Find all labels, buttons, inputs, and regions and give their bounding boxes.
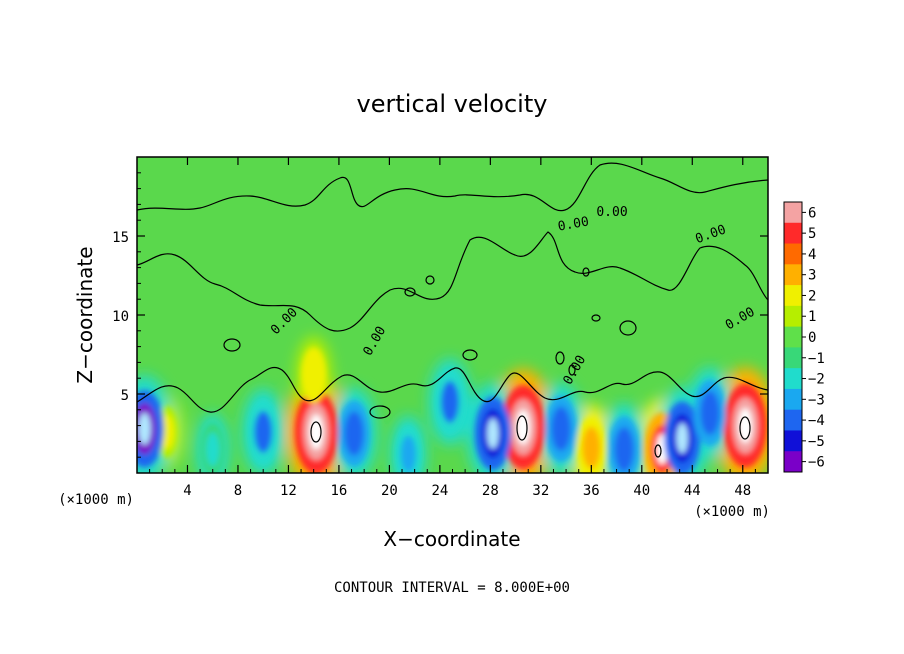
contour-ring xyxy=(369,405,391,419)
contour-label: 0.00 xyxy=(557,214,590,234)
colorbar-swatch xyxy=(784,264,802,286)
velocity-field-core xyxy=(137,347,767,473)
colorbar-swatch xyxy=(784,347,802,369)
colorbar-swatch xyxy=(784,326,802,348)
colorbar-label: −6 xyxy=(808,455,825,471)
contour-ring xyxy=(591,314,601,322)
y-axis-label: Z−coordinate xyxy=(73,246,97,383)
colorbar: 6 5 4 3 2 1 0 −1 −2 −3 −4 −5 −6 xyxy=(783,201,825,473)
colorbar-swatch xyxy=(784,430,802,452)
downdraft-core xyxy=(400,435,416,473)
colorbar-swatch xyxy=(784,222,802,245)
colorbar-swatch xyxy=(784,409,802,431)
colorbar-label: 4 xyxy=(808,247,816,263)
x-tick-label: 28 xyxy=(482,483,499,499)
contour-ring xyxy=(425,275,435,285)
contour-ring xyxy=(310,421,322,443)
x-tick-label: 32 xyxy=(532,483,549,499)
contour-ring xyxy=(404,287,416,297)
colorbar-label: 0 xyxy=(808,330,816,346)
downdraft-core xyxy=(205,432,220,467)
x-tick-label: 44 xyxy=(684,483,701,499)
contour-ring xyxy=(462,349,478,361)
contour-ring xyxy=(555,351,565,365)
x-tick-label: 48 xyxy=(734,483,751,499)
downdraft-core xyxy=(254,411,273,453)
downdraft-peak xyxy=(138,412,151,445)
colorbar-label: 3 xyxy=(808,268,816,284)
updraft-core xyxy=(160,414,175,450)
contour-ring xyxy=(568,364,576,376)
contour-ring xyxy=(582,267,590,277)
updraft-core xyxy=(306,356,322,394)
updraft-peak xyxy=(516,409,530,445)
colorbar-swatch xyxy=(784,388,802,411)
zero-contour-main xyxy=(137,162,768,212)
colorbar-label: −4 xyxy=(808,413,825,429)
colorbar-label: −2 xyxy=(808,372,825,388)
x-tick-label: 20 xyxy=(381,483,398,499)
colorbar-label: −5 xyxy=(808,434,825,450)
downdraft-core xyxy=(700,390,720,436)
y-axis: 5 10 15 xyxy=(112,172,768,458)
downdraft-core xyxy=(614,427,634,472)
x-tick-label: 16 xyxy=(330,483,347,499)
x-unit-right: (×1000 m) xyxy=(694,504,770,520)
updraft-core xyxy=(582,426,601,469)
contour-ring xyxy=(619,320,637,336)
y-tick-label: 5 xyxy=(121,388,129,404)
colorbar-label: −3 xyxy=(808,392,825,408)
colorbar-label: 1 xyxy=(808,309,816,325)
colorbar-label: 5 xyxy=(808,226,816,242)
x-tick-label: 4 xyxy=(183,483,191,499)
colorbar-swatch xyxy=(784,305,802,328)
x-tick-label: 24 xyxy=(431,483,448,499)
downdraft-peak xyxy=(487,418,499,449)
colorbar-label: 2 xyxy=(808,288,816,304)
x-unit-left: (×1000 m) xyxy=(58,492,134,508)
downdraft-core xyxy=(344,411,364,456)
colorbar-swatch xyxy=(784,368,802,390)
x-tick-label: 40 xyxy=(633,483,650,499)
contour-ring xyxy=(223,338,241,352)
contour-ring xyxy=(739,416,751,440)
contour-ring xyxy=(516,415,528,441)
y-tick-label: 10 xyxy=(112,309,129,325)
plot-area: 0.00 0.000.000.000.000.000.00 xyxy=(137,157,768,473)
downdraft-core xyxy=(441,381,459,423)
x-axis: 4 8 12 16 20 24 28 32 36 40 44 48 xyxy=(149,157,756,499)
zero-contour-low xyxy=(137,366,768,413)
colorbar-label: 6 xyxy=(808,205,816,221)
contour-interval-note: CONTOUR INTERVAL = 8.000E+00 xyxy=(334,580,570,596)
zero-contours xyxy=(137,162,768,458)
x-tick-label: 8 xyxy=(234,483,242,499)
colorbar-swatch xyxy=(784,451,802,473)
contour-label: 0.00 xyxy=(596,205,627,220)
colorbar-swatch xyxy=(784,285,802,307)
x-tick-label: 36 xyxy=(583,483,600,499)
colorbar-swatch xyxy=(784,243,802,265)
colorbar-label: −1 xyxy=(808,351,825,367)
chart-title: vertical velocity xyxy=(357,90,548,118)
zero-contour-mid xyxy=(137,231,768,332)
x-axis-label: X−coordinate xyxy=(383,527,520,551)
downdraft-peak xyxy=(676,422,688,454)
x-tick-label: 12 xyxy=(280,483,297,499)
downdraft-core xyxy=(551,406,571,451)
contour-ring xyxy=(654,444,662,458)
colorbar-swatch xyxy=(784,202,802,224)
y-tick-label: 15 xyxy=(112,230,129,246)
